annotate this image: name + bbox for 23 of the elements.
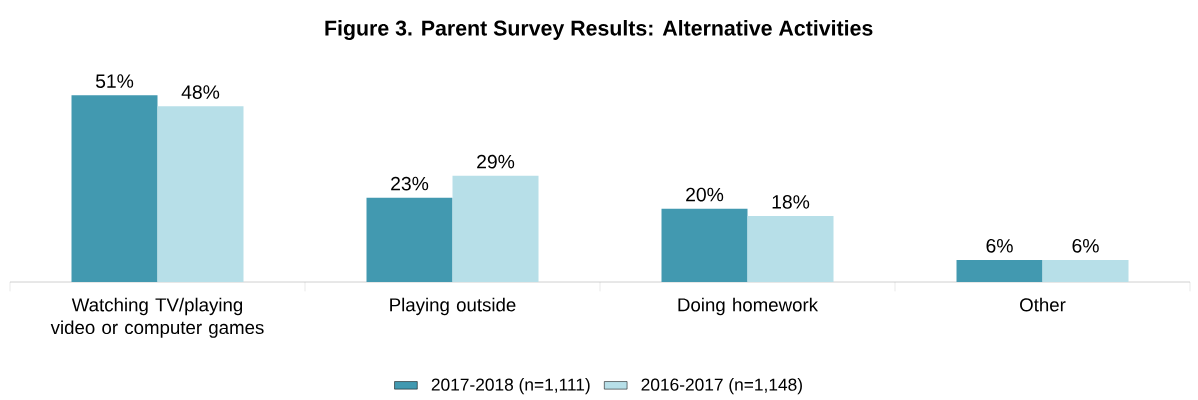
x-tick-label: Doing homework (678, 297, 819, 316)
data-label: 6% (986, 238, 1013, 253)
data-label: 6% (1072, 238, 1099, 253)
chart-title: Figure 3. Parent Survey Results: Alternative Activities (325, 20, 873, 40)
x-tick-label: Other (1020, 297, 1066, 312)
bar (71, 95, 158, 282)
bar (661, 208, 748, 282)
data-label: 18% (772, 195, 810, 209)
x-tick-label: Playing outside (390, 297, 516, 316)
data-label: 23% (391, 176, 429, 191)
bar (366, 197, 453, 282)
data-label: 48% (181, 85, 220, 99)
bar (747, 216, 834, 282)
bar (452, 175, 539, 282)
data-label: 29% (477, 154, 515, 169)
bar (157, 106, 244, 282)
legend-label: 2017-2018 (n=1,111) (431, 378, 590, 395)
data-label: 51% (95, 74, 134, 88)
bar (1042, 260, 1129, 282)
bar (956, 260, 1043, 282)
x-tick-label: Watching TV/playing video or computer games (50, 297, 264, 338)
legend-label: 2016-2017 (n=1,148) (641, 378, 802, 395)
data-label: 20% (686, 187, 724, 202)
